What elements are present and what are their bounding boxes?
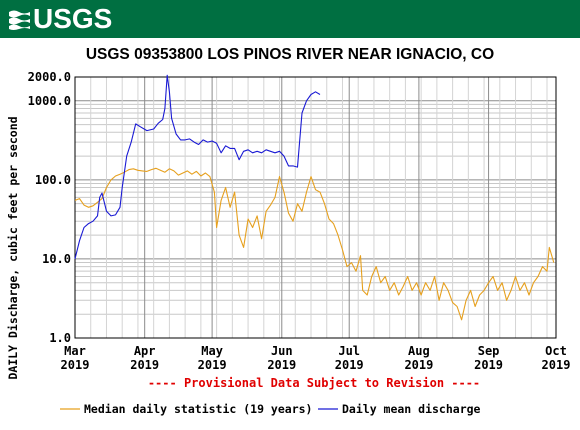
legend-label: Median daily statistic (19 years) bbox=[84, 402, 312, 416]
usgs-header-banner: USGS bbox=[0, 0, 580, 38]
x-tick-month: May bbox=[201, 344, 223, 358]
x-tick-month: Oct bbox=[545, 344, 567, 358]
x-tick-year: 2019 bbox=[474, 358, 503, 372]
legend-label: Daily mean discharge bbox=[342, 402, 481, 416]
usgs-logo-text: USGS bbox=[33, 3, 113, 34]
x-tick-month: Apr bbox=[134, 344, 156, 358]
provisional-note: ---- Provisional Data Subject to Revisio… bbox=[148, 376, 480, 390]
y-axis-label: DAILY Discharge, cubic feet per second bbox=[6, 116, 20, 379]
usgs-logo: USGS bbox=[8, 3, 112, 35]
x-tick-month: Jul bbox=[338, 344, 360, 358]
y-axis: 1.0 10.0 100.0 1000.0 2000.0 bbox=[28, 70, 71, 345]
daily-mean-discharge-line bbox=[74, 74, 321, 260]
plot-frame bbox=[74, 76, 557, 339]
x-axis: Mar2019Apr2019May2019Jun2019Jul2019Aug20… bbox=[61, 344, 571, 372]
x-tick-month: Sep bbox=[478, 344, 500, 358]
x-tick-month: Aug bbox=[408, 344, 430, 358]
legend: Median daily statistic (19 years) Daily m… bbox=[60, 402, 481, 416]
x-tick-year: 2019 bbox=[542, 358, 571, 372]
chart-title: USGS 09353800 LOS PINOS RIVER NEAR IGNAC… bbox=[86, 46, 494, 63]
x-tick-year: 2019 bbox=[267, 358, 296, 372]
grid bbox=[74, 76, 557, 338]
y-tick-label: 2000.0 bbox=[28, 70, 71, 84]
y-tick-label: 100.0 bbox=[35, 173, 71, 187]
x-tick-year: 2019 bbox=[61, 358, 90, 372]
discharge-chart: USGS 09353800 LOS PINOS RIVER NEAR IGNAC… bbox=[6, 46, 571, 416]
usgs-wave-icon bbox=[9, 10, 30, 30]
series-group bbox=[74, 74, 555, 321]
x-tick-year: 2019 bbox=[130, 358, 159, 372]
x-tick-month: Jun bbox=[271, 344, 293, 358]
x-tick-year: 2019 bbox=[198, 358, 227, 372]
y-tick-label: 10.0 bbox=[42, 252, 71, 266]
x-tick-month: Mar bbox=[64, 344, 86, 358]
x-tick-year: 2019 bbox=[404, 358, 433, 372]
y-tick-label: 1000.0 bbox=[28, 94, 71, 108]
median-statistic-line bbox=[74, 167, 555, 321]
x-tick-year: 2019 bbox=[335, 358, 364, 372]
y-tick-label: 1.0 bbox=[49, 331, 71, 345]
